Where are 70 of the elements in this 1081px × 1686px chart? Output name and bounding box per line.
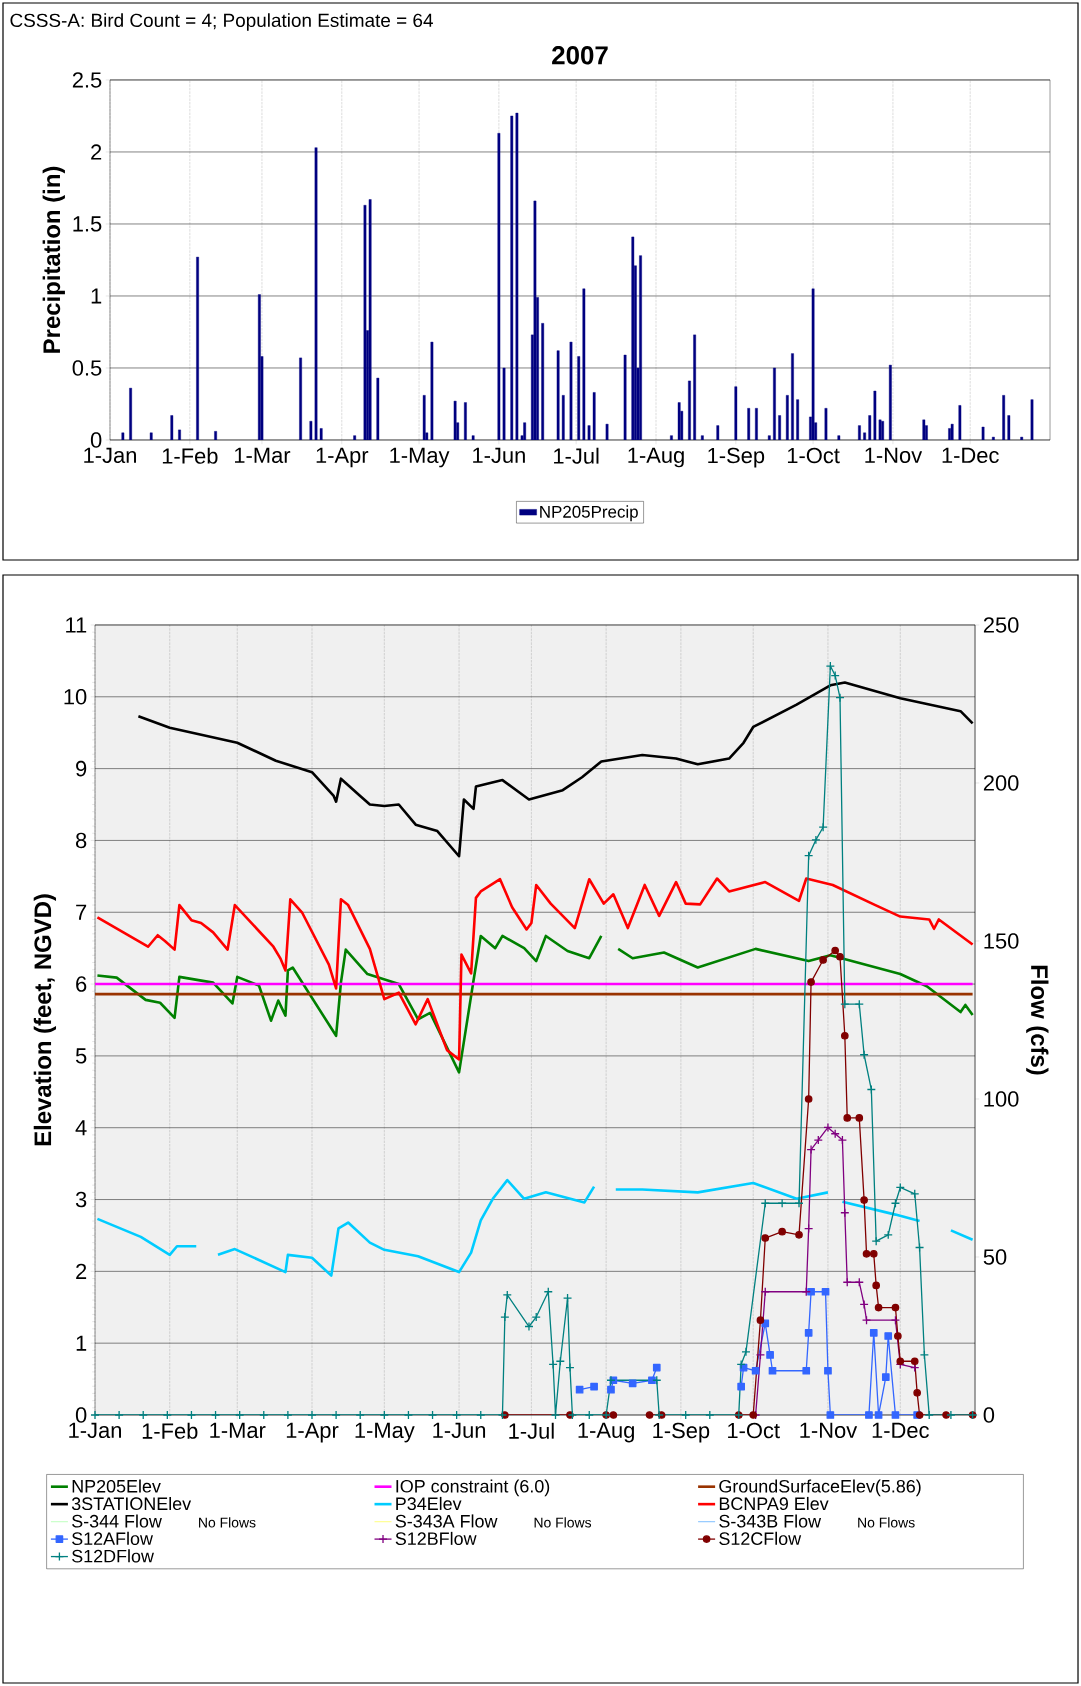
text: No Flows: [534, 1517, 592, 1528]
x-tick-label: 1-May: [390, 447, 450, 468]
x-tick-label: 1-Jul: [554, 447, 599, 464]
chart-subtitle: CSSS-A: Bird Count = 4; Population Estimate = 64: [10, 13, 433, 31]
x-tick-label: 1-Jun: [433, 1422, 486, 1439]
y2-tick-label: 150: [984, 933, 1019, 949]
x-tick-label: 1-Feb: [142, 1422, 198, 1439]
legend-label: S12CFlow: [719, 1531, 802, 1546]
y-tick-label: 1: [91, 288, 102, 304]
x-tick-label: 1-Apr: [286, 1422, 339, 1443]
y-tick-label: 2.5: [72, 72, 102, 88]
x-tick-label: 1-Aug: [628, 447, 684, 468]
y-tick-label: 2: [91, 144, 102, 160]
text: No Flows: [858, 1517, 915, 1528]
legend-label: BCNPA9 Elev: [719, 1496, 829, 1511]
x-tick-label: 1-Dec: [942, 447, 999, 464]
x-tick-label: 1-Sep: [653, 1422, 710, 1443]
legend-label: 3STATIONElev: [71, 1496, 192, 1511]
y2-tick-label: 100: [984, 1091, 1019, 1107]
y2-tick-label: 250: [983, 617, 1019, 633]
x-tick-label: 1-Feb: [162, 447, 218, 464]
legend-label: S-343B Flow: [719, 1514, 822, 1528]
y-tick-label: 8: [75, 832, 87, 849]
x-tick-label: 1-Jan: [69, 1422, 121, 1439]
y2-tick-label: 50: [983, 1249, 1007, 1265]
y-tick-label: 7: [76, 904, 87, 920]
y2-axis-title: Flow (cfs): [1026, 965, 1049, 1075]
text: No Flows: [199, 1517, 256, 1528]
legend-label: NP205Precip: [540, 505, 638, 522]
y2-tick-label: 0: [983, 1407, 995, 1423]
y-axis-title: Elevation (feet, NGVD): [33, 894, 57, 1146]
legend-label: S-344 Flow: [72, 1514, 162, 1528]
x-tick-label: 1-Nov: [800, 1422, 858, 1439]
y-tick-label: 10: [64, 689, 87, 705]
y-axis-title: Precipitation (in): [42, 166, 65, 353]
y-tick-label: 1: [76, 1335, 87, 1351]
legend-label: S12BFlow: [395, 1531, 477, 1546]
x-tick-label: 1-Apr: [316, 447, 369, 468]
x-tick-label: 1-May: [355, 1422, 415, 1443]
legend-label: NP205Elev: [72, 1479, 161, 1493]
legend-label: P34Elev: [396, 1496, 462, 1511]
x-tick-label: 1-Sep: [708, 447, 765, 468]
y-tick-label: 5: [75, 1048, 87, 1064]
x-tick-label: 1-Oct: [728, 1422, 780, 1439]
x-tick-label: 1-Nov: [865, 447, 923, 464]
y-tick-label: 11: [66, 617, 87, 633]
x-tick-label: 1-Oct: [787, 447, 840, 464]
legend-label: S-343A Flow: [395, 1514, 498, 1528]
y2-tick-label: 200: [983, 775, 1019, 791]
y-tick-label: 0.5: [72, 360, 102, 376]
chart-title: 2007: [552, 46, 608, 65]
legend-label: GroundSurfaceElev(5.86): [719, 1479, 921, 1497]
legend-label: IOP constraint (6.0): [396, 1479, 550, 1497]
y-tick-label: 6: [76, 976, 87, 992]
y-tick-label: 4: [75, 1120, 87, 1136]
x-tick-label: 1-Jun: [473, 447, 525, 464]
x-tick-label: 1-Mar: [210, 1422, 266, 1439]
x-tick-label: 1-Mar: [235, 447, 291, 464]
x-tick-label: 1-Jul: [509, 1422, 554, 1439]
y-tick-label: 3: [75, 1191, 87, 1208]
y-tick-label: 1.5: [73, 216, 102, 232]
x-tick-label: 1-Jan: [84, 447, 136, 464]
y-tick-label: 9: [76, 760, 87, 777]
y-tick-label: 2: [76, 1263, 87, 1280]
legend-label: S12DFlow: [72, 1549, 154, 1563]
legend-label: S12AFlow: [72, 1531, 153, 1546]
y-tick-label: 0: [75, 1407, 87, 1423]
y-tick-label: 0: [90, 432, 102, 448]
x-tick-label: 1-Aug: [578, 1422, 634, 1443]
x-tick-label: 1-Dec: [872, 1422, 929, 1439]
